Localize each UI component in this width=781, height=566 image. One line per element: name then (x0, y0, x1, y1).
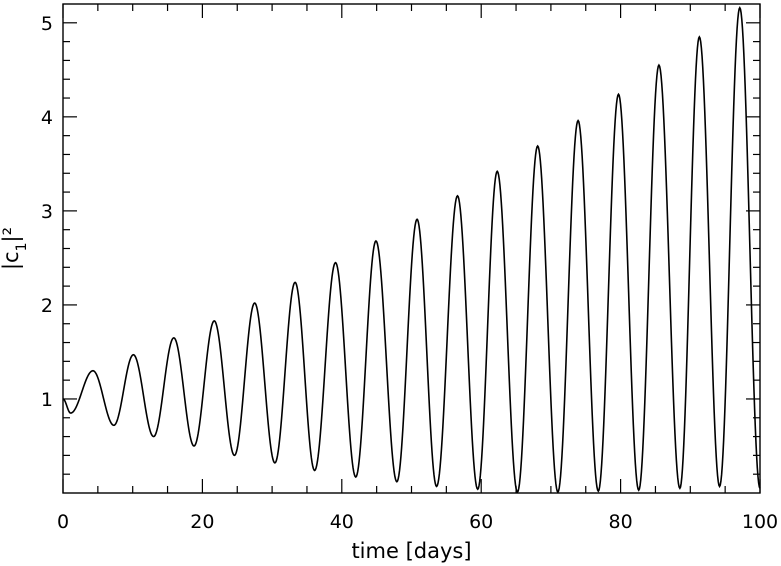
series-line (62, 6, 761, 494)
y-axis-title-subscript: 1 (14, 242, 30, 251)
y-tick-label: 1 (41, 389, 53, 411)
y-tick-label: 5 (41, 13, 53, 35)
x-tick-label: 60 (469, 511, 493, 533)
x-tick-label: 100 (742, 511, 778, 533)
y-axis-title-suffix: |² (0, 227, 24, 243)
x-tick-label: 80 (609, 511, 633, 533)
x-tick-label: 40 (330, 511, 354, 533)
tick-labels: 0 20 40 60 80 100 1 2 3 4 5 (41, 13, 778, 533)
x-tick-label: 0 (57, 511, 69, 533)
y-axis-title-main: |c (0, 251, 24, 270)
axis-ticks (62, 4, 761, 493)
y-tick-label: 2 (41, 295, 53, 317)
y-axis-title: |c1|² (0, 227, 30, 270)
x-axis-title: time [days] (351, 539, 471, 563)
plot-frame (62, 3, 761, 494)
y-tick-label: 4 (41, 107, 53, 129)
y-tick-label: 3 (41, 201, 53, 223)
x-tick-label: 20 (190, 511, 214, 533)
